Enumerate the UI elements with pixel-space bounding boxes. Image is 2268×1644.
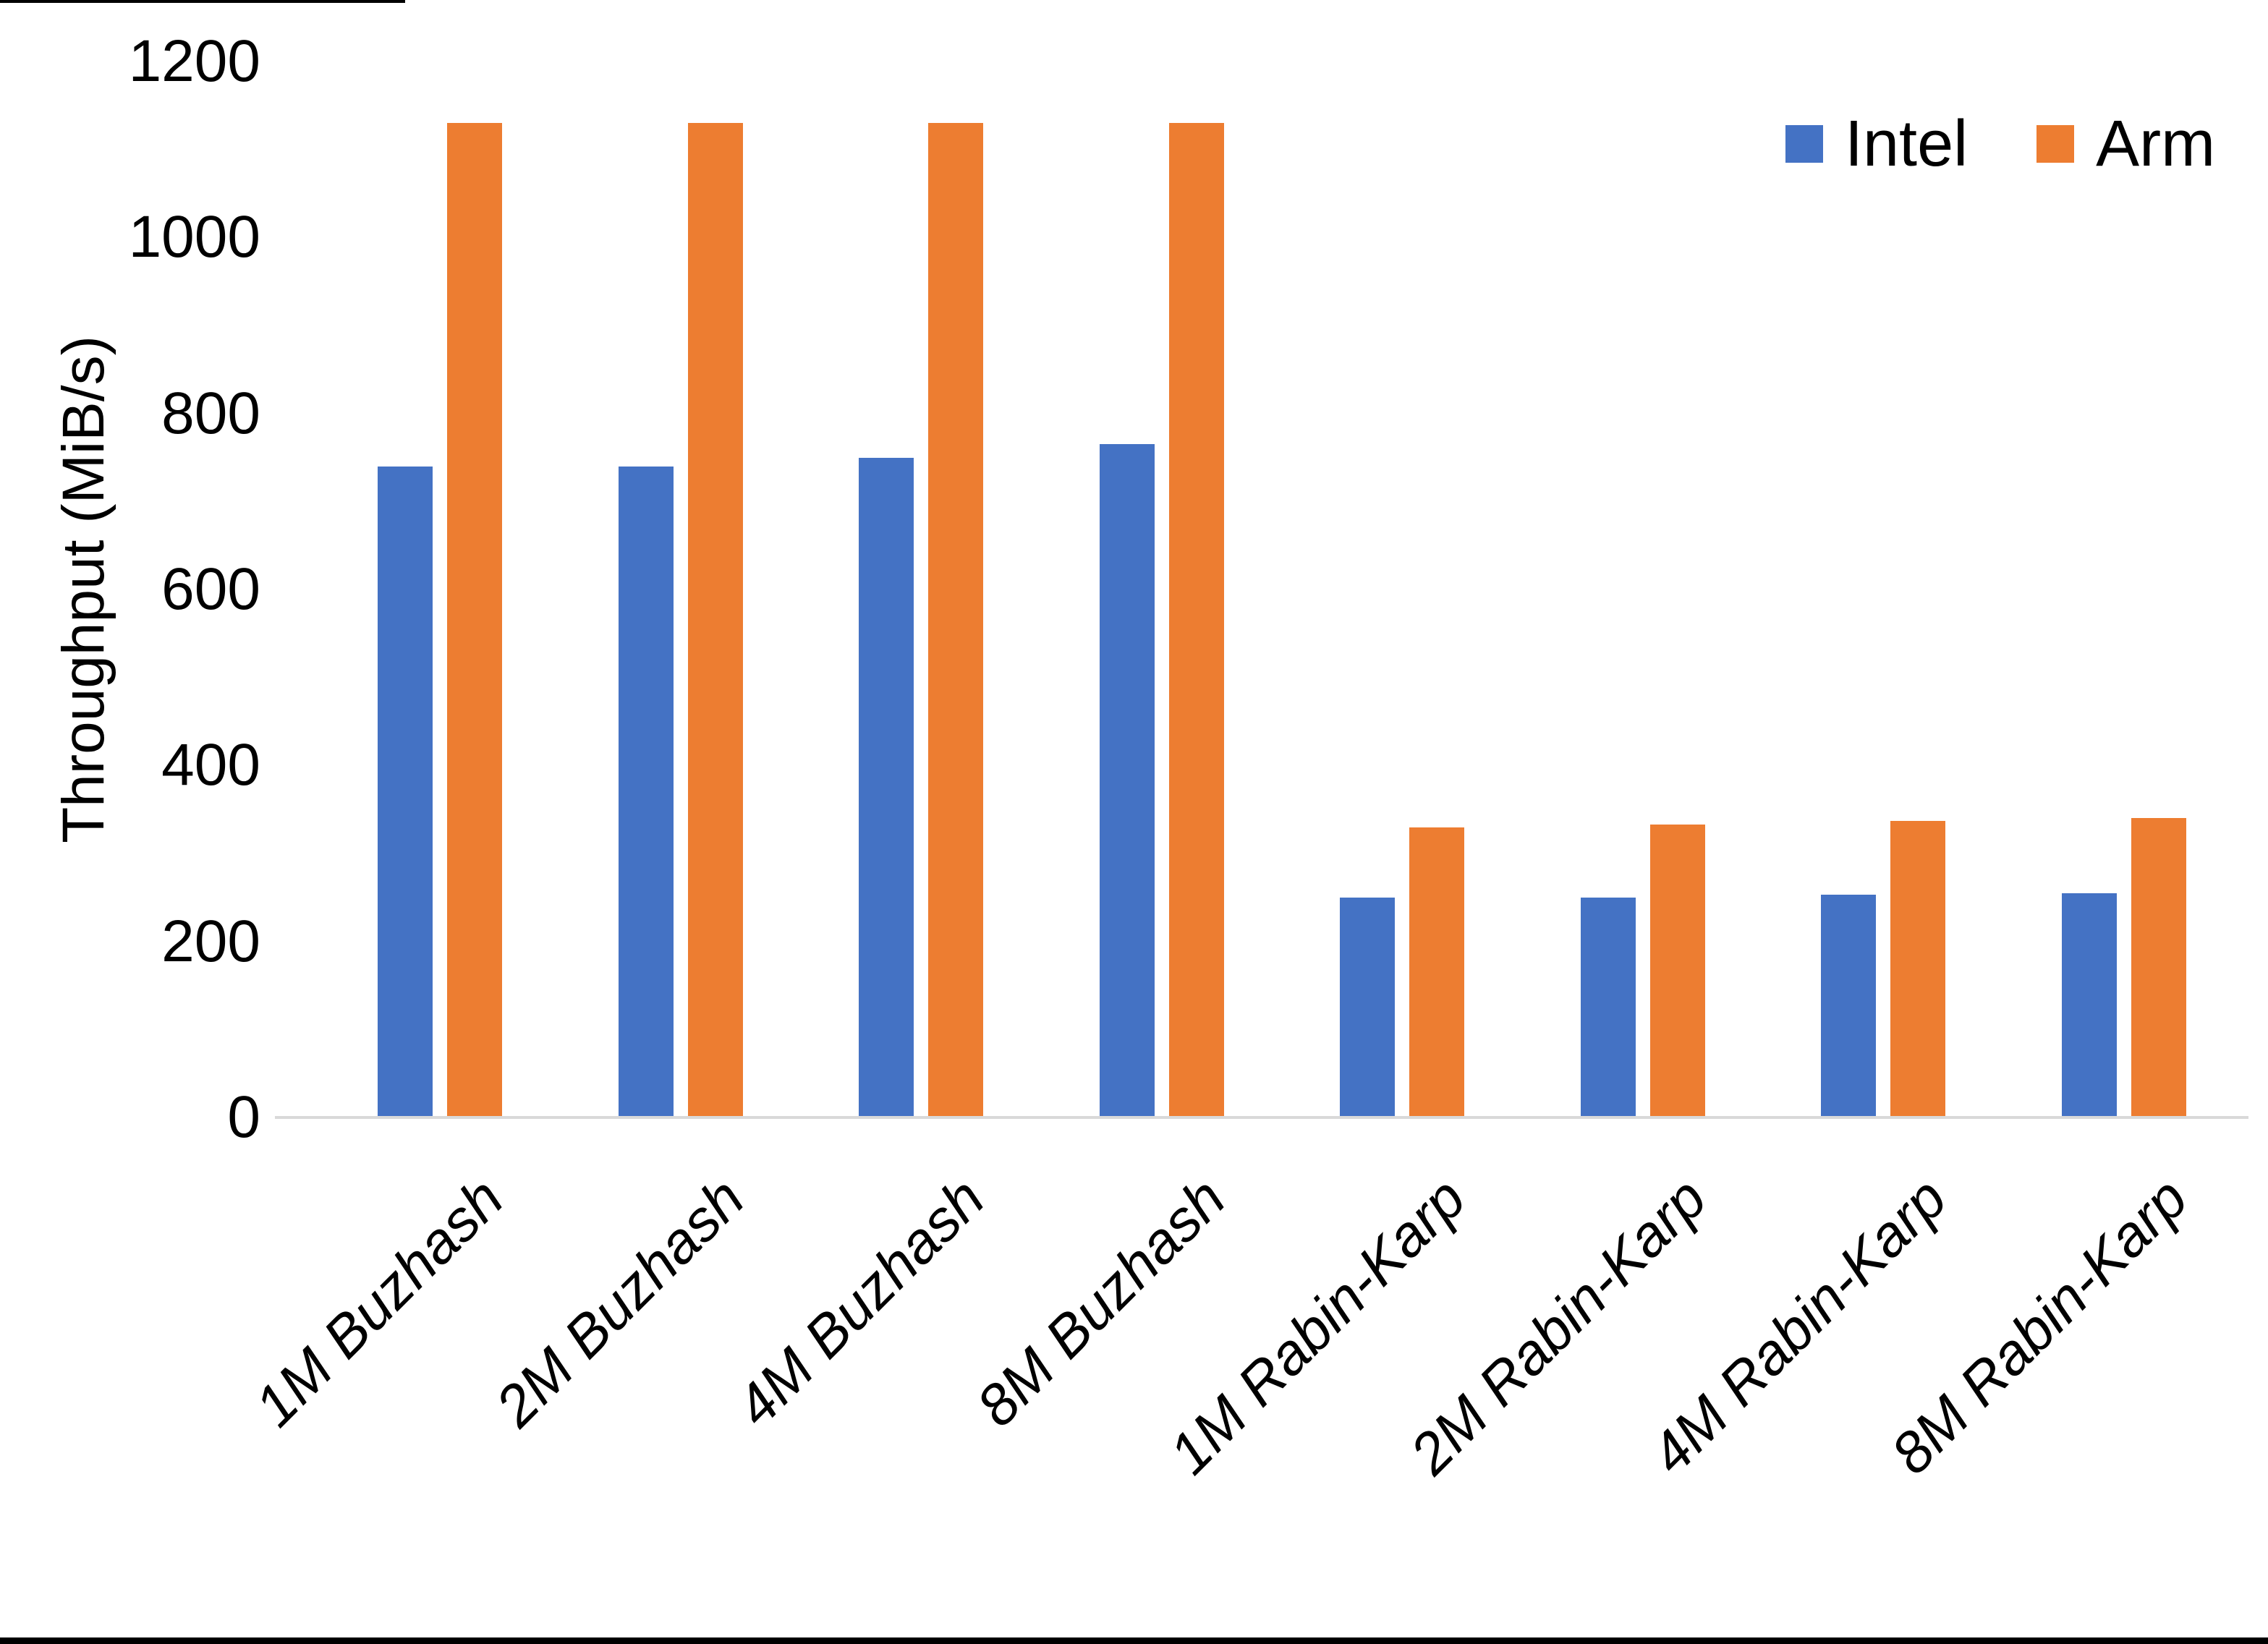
- x-category-label-1m-buzhash: 1M Buzhash: [242, 1165, 516, 1439]
- y-tick-label-1000: 1000: [128, 204, 260, 271]
- y-tick-label-400: 400: [161, 732, 260, 798]
- category-group-2m-rabin-karp: [1523, 61, 1764, 1117]
- plot-area: [320, 61, 2244, 1117]
- category-group-2m-buzhash: [561, 61, 802, 1117]
- top-edge-artifact: [0, 0, 405, 3]
- bar-arm-1m-rabin-karp: [1409, 827, 1465, 1117]
- y-tick-label-600: 600: [161, 556, 260, 622]
- legend-item-intel: Intel: [1785, 111, 1968, 176]
- bar-intel-1m-rabin-karp: [1340, 897, 1396, 1117]
- bar-arm-8m-rabin-karp: [2131, 818, 2186, 1117]
- bar-arm-8m-buzhash: [1168, 123, 1224, 1117]
- bar-arm-1m-buzhash: [447, 123, 503, 1117]
- legend-swatch-intel: [1785, 125, 1823, 163]
- y-tick-label-1200: 1200: [128, 28, 260, 94]
- bar-arm-4m-buzhash: [928, 123, 984, 1117]
- bar-intel-2m-rabin-karp: [1580, 897, 1636, 1117]
- x-category-label-8m-buzhash: 8M Buzhash: [964, 1165, 1238, 1439]
- category-group-1m-rabin-karp: [1282, 61, 1523, 1117]
- category-group-8m-rabin-karp: [2004, 61, 2245, 1117]
- y-tick-label-200: 200: [161, 908, 260, 974]
- bottom-edge-bar: [0, 1637, 2268, 1644]
- legend-label-arm: Arm: [2096, 108, 2216, 180]
- bar-intel-4m-rabin-karp: [1821, 895, 1877, 1117]
- category-group-8m-buzhash: [1042, 61, 1283, 1117]
- bar-arm-2m-rabin-karp: [1649, 824, 1705, 1117]
- y-tick-label-800: 800: [161, 380, 260, 446]
- y-tick-label-0: 0: [227, 1084, 260, 1150]
- bar-arm-4m-rabin-karp: [1890, 820, 1946, 1117]
- bar-arm-2m-buzhash: [687, 123, 743, 1117]
- bar-intel-8m-buzhash: [1099, 444, 1155, 1117]
- bar-intel-1m-buzhash: [378, 466, 433, 1117]
- bar-intel-8m-rabin-karp: [2061, 893, 2117, 1117]
- x-axis-line: [275, 1116, 2248, 1119]
- legend-item-arm: Arm: [2036, 111, 2215, 176]
- category-group-1m-buzhash: [320, 61, 561, 1117]
- legend-label-intel: Intel: [1845, 108, 1968, 180]
- legend-swatch-arm: [2036, 125, 2075, 163]
- category-group-4m-buzhash: [801, 61, 1042, 1117]
- category-group-4m-rabin-karp: [1763, 61, 2004, 1117]
- bar-intel-4m-buzhash: [859, 457, 914, 1117]
- x-category-label-4m-buzhash: 4M Buzhash: [723, 1165, 997, 1439]
- legend: Intel Arm: [1785, 111, 2215, 176]
- x-category-label-2m-buzhash: 2M Buzhash: [483, 1165, 757, 1439]
- bar-intel-2m-buzhash: [618, 466, 674, 1117]
